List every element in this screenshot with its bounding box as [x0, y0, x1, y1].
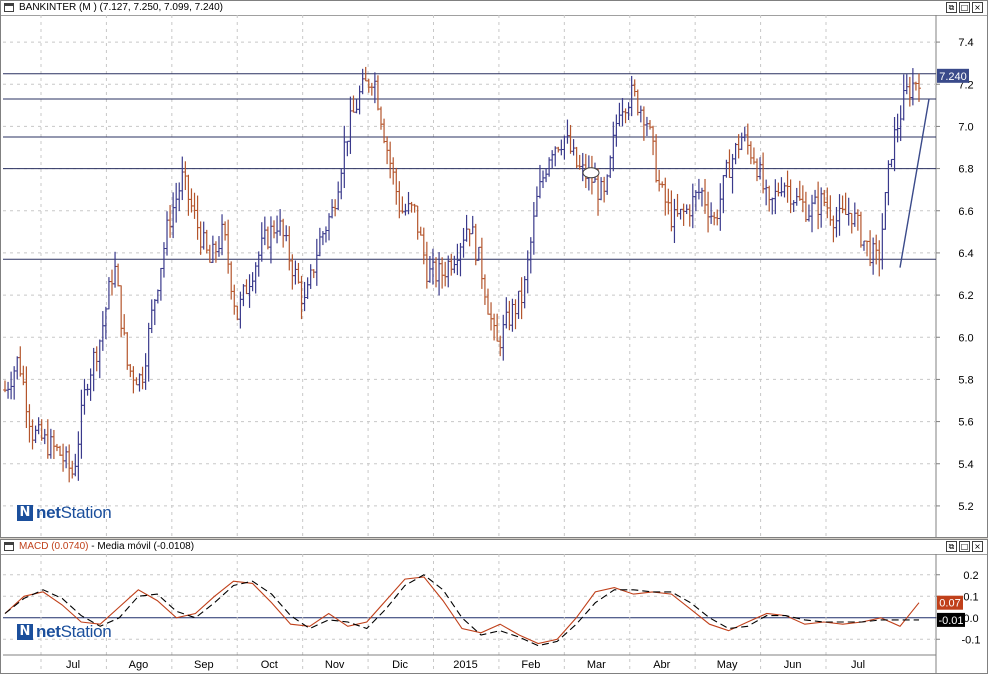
price-chart[interactable]: 7.47.27.06.86.66.46.26.05.85.65.45.27.24… — [1, 15, 987, 537]
ohlc-bars — [3, 66, 921, 483]
y-tick-label: 6.4 — [958, 248, 973, 260]
y-tick-label: 5.2 — [958, 501, 973, 513]
trend-line — [899, 98, 930, 268]
x-tick-label: Nov — [325, 659, 345, 671]
x-tick-label: Sep — [194, 659, 214, 671]
price-panel-titlebar: BANKINTER (M ) (7.127, 7.250, 7.099, 7.2… — [1, 1, 987, 16]
y-tick-label: 0.2 — [963, 570, 978, 582]
logo-word-rest: Station — [60, 622, 112, 641]
logo-word-bold: net — [36, 622, 61, 641]
close-button[interactable]: × — [972, 541, 983, 552]
netstation-logo: N netStation — [17, 503, 112, 523]
signal-value-badge — [937, 612, 965, 627]
panel-icon — [4, 3, 14, 12]
restore-button[interactable]: ⧉ — [946, 541, 957, 552]
signal-title: - Media móvil (-0.0108) — [88, 541, 195, 552]
logo-word-bold: net — [36, 503, 61, 522]
y-tick-label: 6.8 — [958, 164, 973, 176]
x-tick-label: Jun — [784, 659, 802, 671]
macd-line — [4, 576, 920, 645]
maximize-button[interactable]: □ — [959, 541, 970, 552]
y-tick-label: 6.6 — [958, 206, 973, 218]
x-tick-label: Mar — [587, 659, 606, 671]
logo-word-rest: Station — [60, 503, 112, 522]
macd-panel-titlebar: MACD (0.0740) - Media móvil (-0.0108) ⧉ … — [1, 540, 987, 555]
maximize-button[interactable]: □ — [959, 2, 970, 13]
restore-button[interactable]: ⧉ — [946, 2, 957, 13]
macd-chart[interactable]: 0.2 0.1 0.0 -0.1 Jul Ago Sep Oct Nov Dic 2015 Feb Ma… — [1, 554, 987, 673]
y-tick-label: 5.8 — [958, 374, 973, 386]
panel-icon — [4, 542, 14, 551]
x-tick-label: Oct — [261, 659, 278, 671]
y-tick-label: 0.0 — [963, 613, 978, 625]
last-price-badge — [937, 68, 969, 83]
close-button[interactable]: × — [972, 2, 983, 13]
y-tick-label: 0.1 — [963, 591, 978, 603]
y-tick-label: 5.4 — [958, 459, 973, 471]
signal-value-label: -0.01 — [938, 615, 963, 627]
y-tick-label: 7.4 — [958, 37, 973, 49]
macd-value-badge — [937, 595, 963, 610]
macd-panel-title: MACD (0.0740) - Media móvil (-0.0108) — [19, 540, 194, 554]
annotation-ellipse — [582, 167, 600, 179]
netstation-logo: N netStation — [17, 622, 112, 642]
macd-panel: MACD (0.0740) - Media móvil (-0.0108) ⧉ … — [0, 539, 988, 674]
logo-mark-icon: N — [17, 505, 33, 521]
x-tick-label: Ago — [129, 659, 149, 671]
x-tick-label: 2015 — [453, 659, 477, 671]
y-tick-label: 6.2 — [958, 290, 973, 302]
price-panel-title: BANKINTER (M ) (7.127, 7.250, 7.099, 7.2… — [19, 2, 223, 13]
y-tick-label: -0.1 — [962, 634, 981, 646]
logo-mark-icon: N — [17, 624, 33, 640]
y-tick-label: 7.0 — [958, 121, 973, 133]
x-tick-label: May — [717, 659, 738, 671]
x-tick-label: Jul — [851, 659, 865, 671]
x-tick-label: Feb — [521, 659, 540, 671]
price-panel: BANKINTER (M ) (7.127, 7.250, 7.099, 7.2… — [0, 0, 988, 538]
y-tick-label: 6.0 — [958, 332, 973, 344]
last-price-label: 7.240 — [939, 71, 967, 83]
x-tick-label: Abr — [653, 659, 670, 671]
x-tick-label: Dic — [392, 659, 408, 671]
macd-title: MACD (0.0740) — [19, 541, 89, 552]
signal-line — [4, 574, 919, 647]
macd-value-label: 0.07 — [939, 598, 960, 610]
x-tick-label: Jul — [66, 659, 80, 671]
y-tick-label: 5.6 — [958, 417, 973, 429]
